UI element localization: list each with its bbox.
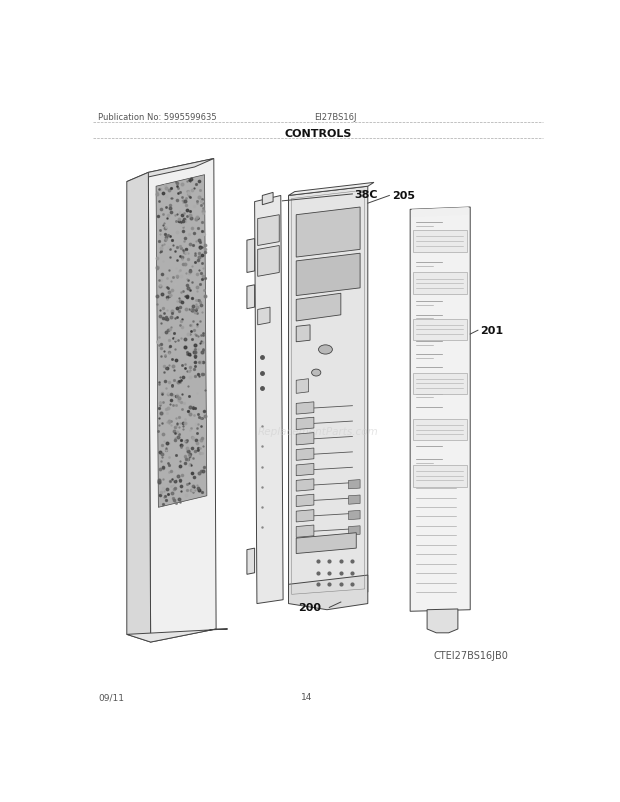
Text: 205: 205 — [392, 191, 415, 201]
Polygon shape — [255, 196, 283, 604]
Text: CTEI27BS16JB0: CTEI27BS16JB0 — [433, 650, 508, 660]
Polygon shape — [348, 511, 360, 520]
Polygon shape — [296, 433, 314, 445]
Polygon shape — [127, 630, 228, 642]
Text: 201: 201 — [480, 326, 503, 336]
Polygon shape — [296, 464, 314, 476]
Polygon shape — [296, 510, 314, 522]
Polygon shape — [296, 533, 356, 554]
Polygon shape — [296, 480, 314, 492]
Text: CONTROLS: CONTROLS — [284, 128, 352, 139]
Polygon shape — [412, 208, 469, 218]
Polygon shape — [296, 448, 314, 461]
Polygon shape — [258, 216, 279, 246]
Polygon shape — [288, 575, 368, 610]
Text: 200: 200 — [299, 602, 322, 613]
Text: 09/11: 09/11 — [99, 692, 124, 701]
Polygon shape — [127, 160, 214, 182]
Polygon shape — [296, 379, 309, 394]
Text: ReplacementParts.com: ReplacementParts.com — [257, 427, 378, 436]
Polygon shape — [413, 373, 467, 395]
Polygon shape — [296, 294, 341, 322]
Text: 14: 14 — [301, 692, 312, 701]
Text: 38C: 38C — [355, 190, 378, 200]
Polygon shape — [296, 208, 360, 257]
Polygon shape — [410, 208, 470, 611]
Polygon shape — [296, 418, 314, 430]
Polygon shape — [247, 239, 255, 273]
Polygon shape — [296, 254, 360, 296]
Ellipse shape — [312, 370, 321, 377]
Polygon shape — [296, 495, 314, 507]
Polygon shape — [258, 308, 270, 326]
Polygon shape — [296, 326, 310, 342]
Polygon shape — [288, 187, 368, 597]
Polygon shape — [296, 525, 314, 537]
Polygon shape — [262, 193, 273, 205]
Polygon shape — [296, 403, 314, 415]
Polygon shape — [348, 480, 360, 489]
Polygon shape — [288, 183, 374, 196]
Polygon shape — [348, 526, 360, 536]
Polygon shape — [413, 419, 467, 441]
Polygon shape — [413, 319, 467, 341]
Polygon shape — [427, 610, 458, 633]
Polygon shape — [413, 273, 467, 294]
Polygon shape — [247, 549, 255, 574]
Polygon shape — [348, 496, 360, 504]
Ellipse shape — [319, 346, 332, 354]
Polygon shape — [413, 231, 467, 253]
Text: EI27BS16J: EI27BS16J — [314, 113, 356, 122]
Text: Publication No: 5995599635: Publication No: 5995599635 — [99, 113, 217, 122]
Polygon shape — [148, 160, 216, 642]
Polygon shape — [247, 286, 255, 310]
Polygon shape — [258, 246, 279, 277]
Polygon shape — [156, 176, 207, 508]
Polygon shape — [127, 173, 151, 642]
Polygon shape — [413, 465, 467, 487]
